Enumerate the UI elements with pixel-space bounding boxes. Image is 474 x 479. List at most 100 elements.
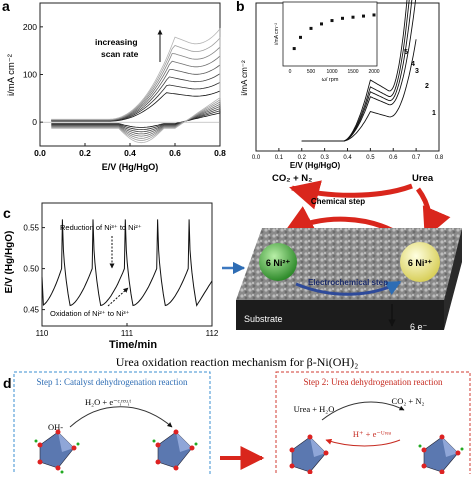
panel-d: Urea oxidation reaction mechanism for β-… <box>3 355 471 477</box>
scheme-ni3: 6 Ni³⁺ <box>408 258 433 268</box>
scheme-reactant: Urea <box>412 173 434 184</box>
panel-c-letter: c <box>3 205 11 221</box>
panel-b: b 0.0 0.1 0.2 0.3 0.4 0.5 0.6 0.7 0.8 i/mA cm⁻² … <box>236 0 444 170</box>
panel-c-ytick-label: 0.45 <box>23 306 39 315</box>
panel-b-xtick-label: 0.8 <box>435 155 444 161</box>
scheme-products: CO₂ + N₂ <box>272 173 312 184</box>
substrate-surface <box>236 228 462 300</box>
panel-a-ytick-label: 200 <box>23 22 37 32</box>
panel-b-curve-labels: 1 2 345 <box>404 49 436 117</box>
step2-reactant: Urea + H₂O <box>294 404 335 414</box>
panel-b-curve-label-3: 3 <box>415 68 419 75</box>
panel-a-ticks: 0.0 0.2 0.4 0.6 0.8 0 100 200 <box>23 22 226 158</box>
ni2-sphere <box>259 243 297 281</box>
step1-oh: OH- <box>48 422 63 432</box>
panel-c-potential-trace <box>41 219 213 307</box>
panel-b-inset-point <box>299 35 302 39</box>
panel-c-ylabel: E/V (Hg/HgO) <box>4 231 15 294</box>
panel-b-inset-ticks: 0 500 1000 1500 2000 <box>289 69 380 75</box>
scheme-electrochemical-step: Electrochemical step <box>308 278 388 287</box>
panel-b-inset-point <box>362 14 365 18</box>
panel-c-annotation-reduction: Reduction of Ni³⁺ to Ni²⁺ <box>60 223 142 232</box>
step2-proton: H⁺ + e⁻ᵁʳᵉᵃ <box>353 429 392 439</box>
panel-b-xtick-label: 0.3 <box>320 155 329 161</box>
step1-reagent: H₂O + e⁻ᶜᵢʳᶜᵘᵢᵗ <box>85 397 131 407</box>
panel-b-ylabel: i/mA cm⁻² <box>240 60 249 96</box>
step2-product: CO₂ + N₂ <box>392 396 425 406</box>
panel-a-ytick-label: 100 <box>23 70 37 80</box>
panel-b-xtick-label: 0.4 <box>343 155 352 161</box>
panel-b-curve-5 <box>301 0 408 142</box>
panel-b-ticks: 0.0 0.1 0.2 0.3 0.4 0.5 0.6 0.7 0.8 <box>252 148 444 161</box>
scheme-electrons: 6 e⁻ <box>410 322 428 332</box>
panel-b-inset-point <box>351 15 355 19</box>
panel-c-annotation-oxidation: Oxidation of Ni²⁺ to Ni³⁺ <box>50 309 130 318</box>
panel-b-xtick-label: 0.2 <box>298 155 307 161</box>
panel-b-inset-xlabel: ω/ rpm <box>322 77 339 83</box>
panel-b-curves <box>301 0 417 142</box>
panel-c-ytick-label: 0.50 <box>23 265 39 274</box>
step2-arc-arrow <box>321 401 405 421</box>
panel-c-scheme: CO₂ + N₂ Urea Chemical step Substrate 6 … <box>222 173 462 332</box>
panel-b-inset-point <box>309 26 313 30</box>
step1-octahedron-left <box>34 429 80 474</box>
panel-b-xtick-label: 0.6 <box>389 155 398 161</box>
panel-b-inset-point <box>320 22 323 26</box>
panel-d-letter: d <box>3 375 12 391</box>
panel-c-ticks: 0.45 0.50 0.55 110 111 112 <box>23 224 219 338</box>
panel-c-xtick-label: 112 <box>206 329 219 338</box>
panel-a-ylabel: i/mA cm⁻² <box>6 54 17 96</box>
panel-b-inset: i/mA cm⁻² ω/ rpm 0 500 1000 1500 2000 <box>274 1 380 83</box>
panel-a: a 0.0 0.2 0.4 0.6 0.8 0 100 200 i/mA cm⁻² E/V (… <box>2 0 226 172</box>
panel-b-inset-xtick-label: 0 <box>289 69 292 75</box>
scheme-substrate: Substrate <box>244 314 283 324</box>
panel-b-xtick-label: 0.1 <box>275 155 284 161</box>
panel-c: c 0.45 0.50 0.55 110 111 112 E/V (Hg/HgO) Tim… <box>3 202 219 351</box>
substrate-side <box>444 228 462 330</box>
step1-arc-arrow <box>69 406 173 428</box>
panel-c-xtick-label: 111 <box>121 329 134 338</box>
panel-a-curves <box>40 27 221 144</box>
panel-a-xtick-label: 0.4 <box>124 148 136 158</box>
step1-octahedron-right <box>152 429 198 471</box>
panel-b-curve-label-2: 2 <box>425 83 429 90</box>
panel-d-title: Urea oxidation reaction mechanism for β-… <box>116 355 359 369</box>
scheme-ni2: 6 Ni²⁺ <box>266 258 291 268</box>
panel-b-inset-point <box>372 13 376 17</box>
panel-a-xtick-label: 0.0 <box>34 148 46 158</box>
step2-title: Step 2: Urea dehydrogenation reaction <box>304 377 443 387</box>
panel-a-annotation-line2: scan rate <box>101 49 139 59</box>
panel-a-xtick-label: 0.2 <box>79 148 91 158</box>
scheme-chemical-step: Chemical step <box>311 197 365 206</box>
panel-b-xlabel: E/V (Hg/HgO) <box>290 161 341 170</box>
panel-c-ytick-label: 0.55 <box>23 224 39 233</box>
panel-b-xtick-label: 0.7 <box>412 155 421 161</box>
panel-b-inset-points <box>292 13 376 51</box>
panel-b-inset-xtick-label: 1500 <box>347 69 358 75</box>
step2-octahedron-left <box>289 434 329 475</box>
chemical-step-arrow-top <box>289 180 413 210</box>
panel-b-inset-frame <box>282 1 378 67</box>
panel-b-curve-label-5: 5 <box>404 49 408 56</box>
panel-a-annotation-line1: increasing <box>95 37 138 47</box>
step2-return-arrow <box>325 438 401 447</box>
panel-c-xlabel: Time/min <box>109 339 157 351</box>
panel-b-curve-label-4: 4 <box>411 61 415 68</box>
panel-b-letter: b <box>236 0 245 14</box>
panel-b-inset-point <box>341 16 344 20</box>
step1-title: Step 1: Catalyst dehydrogenation reactio… <box>37 377 188 387</box>
panel-a-ytick-label: 0 <box>32 117 37 127</box>
panel-b-inset-ylabel: i/mA cm⁻² <box>274 23 280 45</box>
panel-b-inset-xtick-label: 2000 <box>368 69 379 75</box>
panel-b-curve-label-1: 1 <box>432 110 436 117</box>
panel-a-cv-curve-3 <box>51 72 221 133</box>
step2-octahedron-right <box>418 434 464 475</box>
panel-c-oxidation-arrow <box>107 287 129 307</box>
panel-a-xlabel: E/V (Hg/HgO) <box>102 162 159 172</box>
panel-a-cv-curve-2 <box>51 81 221 131</box>
electrochemical-step-arrow <box>295 280 402 296</box>
panel-b-inset-xtick-label: 500 <box>307 69 316 75</box>
panel-b-inset-point <box>292 47 296 51</box>
ni3-sphere <box>400 242 440 282</box>
panel-b-inset-point <box>330 19 334 23</box>
